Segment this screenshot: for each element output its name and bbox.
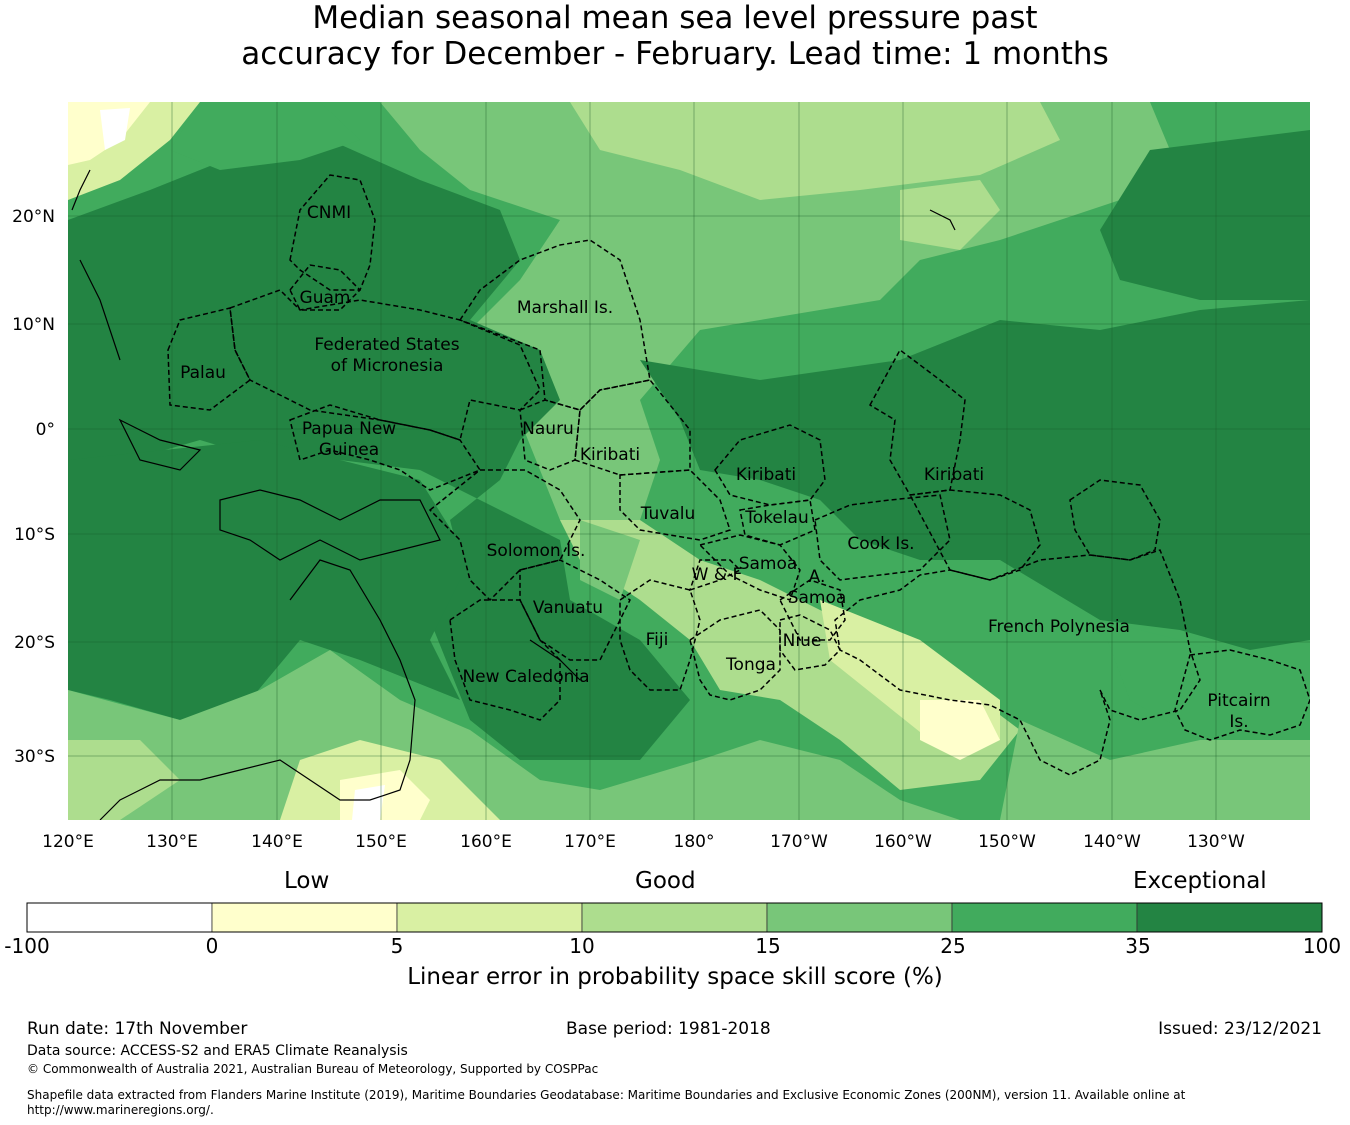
colorbar-bin (396, 902, 583, 933)
region-label: Samoa (739, 554, 798, 574)
eez-boundaries (167, 174, 1310, 776)
colorbar-tick: 10 (569, 934, 595, 958)
region-label: CNMI (307, 203, 351, 223)
region-label: A. (809, 567, 826, 587)
shapefile-note-line1: Shapefile data extracted from Flanders M… (27, 1088, 1186, 1102)
base-period: Base period: 1981-2018 (566, 1019, 771, 1039)
coastlines (71, 169, 956, 820)
lon-tick: 120°E (42, 832, 94, 852)
region-label: Papua New (302, 419, 396, 439)
skill-label-low: Low (284, 868, 330, 894)
lon-axis: 120°E 130°E 140°E 150°E 160°E 170°E 180°… (42, 832, 1245, 852)
copyright: © Commonwealth of Australia 2021, Austra… (27, 1062, 599, 1076)
region-label: Guinea (319, 440, 379, 460)
region-label: French Polynesia (988, 617, 1130, 637)
region-label: Kiribati (580, 445, 640, 465)
lon-tick: 170°E (564, 832, 616, 852)
region-label: New Caledonia (462, 667, 589, 687)
lat-tick: 10°N (12, 315, 55, 335)
region-label: Tokelau (744, 508, 809, 528)
colorbar-bin (26, 902, 213, 933)
lat-tick: 10°S (14, 525, 55, 545)
region-label: Samoa (788, 588, 847, 608)
lon-tick: 140°E (251, 832, 303, 852)
colorbar-tick: 35 (1125, 934, 1151, 958)
lon-tick: 150°E (355, 832, 407, 852)
lon-tick: 160°E (460, 832, 512, 852)
lon-tick: 170°W (770, 832, 828, 852)
colorbar-tick: 5 (390, 934, 404, 958)
lon-tick: 140°W (1083, 832, 1141, 852)
map-title-line2: accuracy for December - February. Lead t… (241, 36, 1109, 72)
lon-tick: 130°W (1187, 832, 1245, 852)
skill-map: CNMI Guam Marshall Is. Federated States … (12, 102, 1310, 852)
colorbar-bin (766, 902, 953, 933)
region-label: Marshall Is. (517, 298, 613, 318)
colorbar-tick: 100 (1302, 934, 1342, 958)
map-title-line1: Median seasonal mean sea level pressure … (312, 0, 1038, 36)
colorbar-bin (951, 902, 1138, 933)
colorbar-outline (26, 902, 1323, 933)
skill-label-exceptional: Exceptional (1133, 868, 1267, 894)
region-label: Guam (300, 288, 351, 308)
lon-tick: 160°W (874, 832, 932, 852)
lat-tick: 20°N (12, 207, 55, 227)
region-label: Kiribati (736, 465, 796, 485)
colorbar (26, 902, 1323, 933)
region-label: Nauru (522, 419, 574, 439)
region-label: Pitcairn (1207, 691, 1270, 711)
region-label: of Micronesia (331, 356, 444, 376)
region-labels: CNMI Guam Marshall Is. Federated States … (180, 203, 1271, 732)
colorbar-bin (581, 902, 768, 933)
colorbar-tick: 25 (940, 934, 966, 958)
region-label: Is. (1229, 712, 1248, 732)
region-label: Tuvalu (640, 504, 696, 524)
colorbar-bin (1136, 902, 1323, 933)
lat-tick: 30°S (14, 747, 55, 767)
region-label: Niue (783, 631, 822, 651)
region-label: Vanuatu (533, 598, 603, 618)
lat-axis: 20°N 10°N 0° 10°S 20°S 30°S (12, 207, 55, 767)
run-date: Run date: 17th November (27, 1019, 248, 1039)
colorbar-title: Linear error in probability space skill … (407, 964, 943, 990)
region-label: Solomon Is. (487, 541, 586, 561)
skill-label-good: Good (635, 868, 696, 894)
region-label: Tonga (725, 655, 776, 675)
issued-date: Issued: 23/12/2021 (1158, 1019, 1322, 1039)
region-label: Fiji (646, 630, 669, 650)
region-label: Kiribati (924, 465, 984, 485)
data-source: Data source: ACCESS-S2 and ERA5 Climate … (27, 1043, 408, 1059)
lon-tick: 130°E (146, 832, 198, 852)
region-label: W & F (692, 565, 743, 585)
colorbar-tick: 15 (755, 934, 781, 958)
lon-tick: 150°W (978, 832, 1036, 852)
shapefile-note-line2: http://www.marineregions.org/. (27, 1103, 214, 1117)
region-label: Palau (180, 363, 226, 383)
colorbar-tick: -100 (4, 934, 50, 958)
colorbar-tick: 0 (205, 934, 219, 958)
region-label: Cook Is. (847, 534, 914, 554)
lat-tick: 0° (36, 420, 55, 440)
colorbar-bin (211, 902, 398, 933)
region-label: Federated States (314, 335, 459, 355)
lon-tick: 180° (674, 832, 715, 852)
skill-field (68, 102, 1310, 820)
lat-tick: 20°S (14, 633, 55, 653)
